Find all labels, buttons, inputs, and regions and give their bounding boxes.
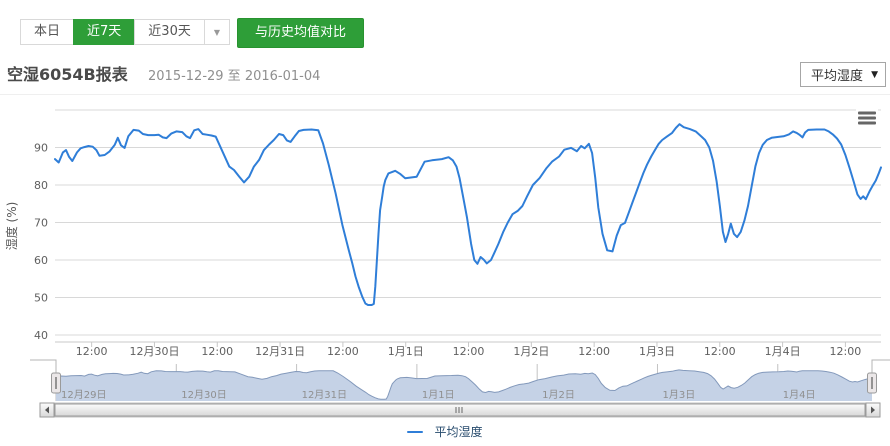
legend-line-icon <box>407 430 424 433</box>
scrollbar-thumb-grip <box>455 407 463 413</box>
navigator-day-label: 1月4日 <box>783 389 816 401</box>
report-date-range: 2015-12-29 至 2016-01-04 <box>148 69 321 84</box>
legend-label: 平均湿度 <box>434 425 483 439</box>
caret-down-icon: ▼ <box>871 69 878 80</box>
range-button-7days[interactable]: 近7天 <box>73 19 136 45</box>
navigator-day-label: 1月3日 <box>662 389 695 401</box>
navigator-day-label: 12月29日 <box>61 389 106 401</box>
x-axis-label: 12月31日 <box>255 345 305 358</box>
header-divider <box>0 94 890 95</box>
compare-history-button[interactable]: 与历史均值对比 <box>237 18 365 48</box>
scrollbar-thumb[interactable] <box>54 403 866 417</box>
y-axis-label: 60 <box>34 254 48 267</box>
export-menu-button[interactable] <box>856 109 878 127</box>
caret-down-icon: ▼ <box>213 28 220 37</box>
date-range-button-group: 本日 近7天 近30天 ▼ <box>20 19 230 45</box>
x-axis-label: 1月1日 <box>388 345 424 358</box>
navigator-outline-left <box>30 359 57 373</box>
y-axis-title: 湿度 (%) <box>4 202 19 251</box>
y-axis-label: 80 <box>34 179 48 192</box>
metric-select[interactable]: 平均湿度 ▼ <box>800 62 886 87</box>
left-triangle-icon <box>45 406 49 414</box>
x-axis-label: 1月3日 <box>639 345 675 358</box>
navigator-day-label: 12月30日 <box>181 389 226 401</box>
navigator-day-label: 1月2日 <box>542 389 575 401</box>
x-axis-label: 12:00 <box>327 345 359 358</box>
right-triangle-icon <box>871 406 875 414</box>
y-axis-label: 50 <box>34 292 48 305</box>
navigator-day-label: 1月1日 <box>422 389 455 401</box>
humidity-chart: 90 80 70 60 50 40 12:00 12月30日 12:00 12月31日 12:00 1… <box>0 96 890 422</box>
navigator-right-handle[interactable] <box>867 372 877 394</box>
navigator-left-handle[interactable] <box>51 372 61 394</box>
navigator-outline-right <box>871 359 890 373</box>
range-button-30days[interactable]: 近30天 <box>134 19 205 45</box>
y-axis-label: 90 <box>34 142 48 155</box>
x-axis-label: 12月30日 <box>129 345 179 358</box>
chart-svg: 90 80 70 60 50 40 12:00 12月30日 12:00 12月31日 12:00 1… <box>4 109 890 418</box>
x-axis-label: 1月2日 <box>513 345 549 358</box>
scrollbar-right-arrow[interactable] <box>865 402 881 418</box>
report-title: 空湿6054B报表 <box>7 65 128 84</box>
metric-select-value: 平均湿度 <box>811 69 864 84</box>
legend: 平均湿度 <box>0 421 890 440</box>
x-axis-label: 12:00 <box>76 345 108 358</box>
legend-item[interactable]: 平均湿度 <box>407 421 483 440</box>
x-axis-label: 12:00 <box>704 345 736 358</box>
x-axis-label: 12:00 <box>578 345 610 358</box>
y-axis-label: 70 <box>34 217 48 230</box>
y-axis-label: 40 <box>34 329 48 342</box>
navigator-area[interactable] <box>56 369 872 401</box>
navigator-day-label: 12月31日 <box>302 389 347 401</box>
range-dropdown-button[interactable]: ▼ <box>203 19 230 45</box>
series-line <box>54 123 882 306</box>
x-axis-label: 12:00 <box>201 345 233 358</box>
navigator-line <box>55 369 873 400</box>
x-axis-label: 12:00 <box>453 345 485 358</box>
hamburger-icon <box>858 111 876 125</box>
x-axis-label: 12:00 <box>830 345 862 358</box>
scrollbar-left-arrow[interactable] <box>39 402 55 418</box>
scrollbar <box>39 402 881 418</box>
x-axis-label: 1月4日 <box>765 345 801 358</box>
range-button-today[interactable]: 本日 <box>20 19 75 45</box>
